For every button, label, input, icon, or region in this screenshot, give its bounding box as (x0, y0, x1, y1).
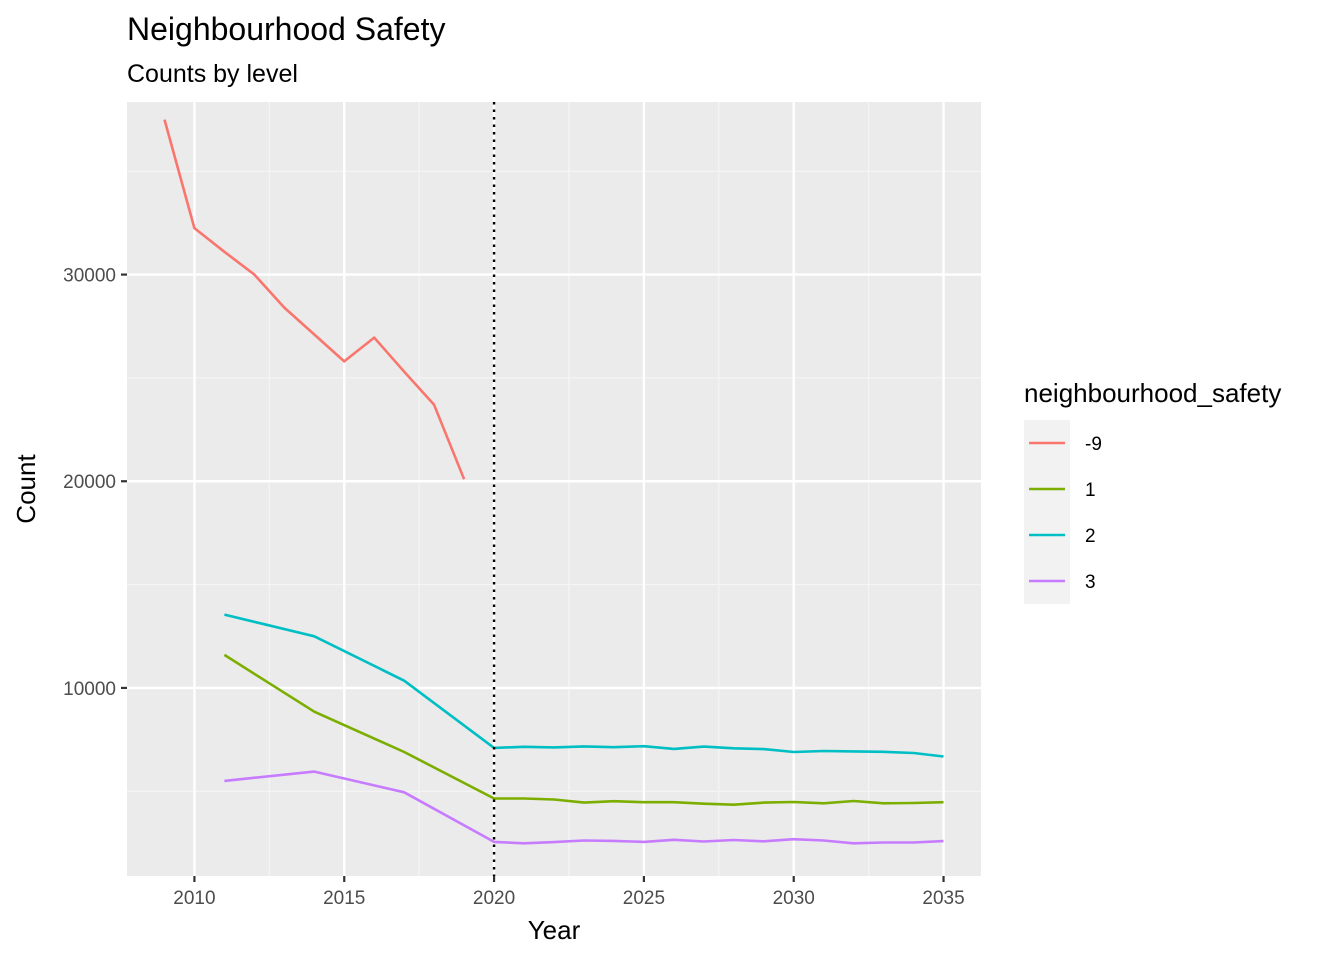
minor-gridlines (127, 102, 981, 876)
series-line-3 (224, 770, 944, 845)
y-tick-label: 30000 (63, 266, 116, 287)
legend-label: 3 (1085, 572, 1096, 593)
legend-items: -9 1 2 3 (1024, 420, 1102, 604)
series-line--9 (163, 119, 466, 480)
y-tick-label: 10000 (63, 679, 116, 700)
legend-label: 2 (1085, 526, 1096, 547)
legend-label: 1 (1085, 480, 1096, 501)
x-tick-label: 2015 (323, 888, 365, 909)
chart-subtitle: Counts by level (127, 60, 298, 88)
x-tick-label: 2020 (473, 888, 515, 909)
x-tick-label: 2030 (773, 888, 815, 909)
plot-panel (127, 102, 981, 876)
x-axis-ticks: 2010 2015 2020 2025 2030 2035 (173, 876, 965, 909)
legend: neighbourhood_safety -9 1 2 3 (1024, 378, 1281, 604)
x-tick-label: 2035 (922, 888, 964, 909)
x-tick-label: 2025 (623, 888, 665, 909)
series-line-1 (223, 653, 944, 807)
y-axis-title: Count (11, 454, 41, 524)
x-tick-label: 2010 (173, 888, 215, 909)
legend-title: neighbourhood_safety (1024, 378, 1281, 408)
legend-key-background (1024, 420, 1070, 604)
x-axis-title: Year (528, 915, 581, 945)
y-tick-label: 20000 (63, 472, 116, 493)
y-axis-ticks: 10000 20000 30000 (63, 266, 127, 700)
chart-title: Neighbourhood Safety (127, 11, 445, 47)
legend-label: -9 (1085, 434, 1102, 455)
